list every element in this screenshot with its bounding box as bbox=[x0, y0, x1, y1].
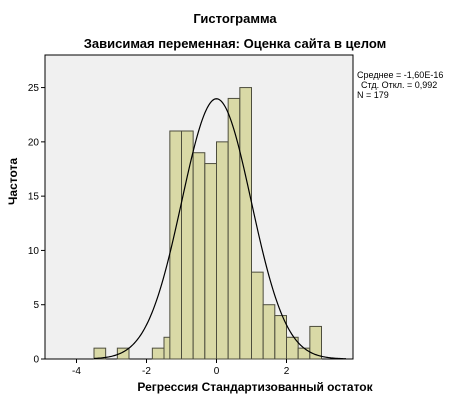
histogram-bar bbox=[262, 304, 276, 360]
x-tick-label: -4 bbox=[72, 366, 81, 377]
axes-group: 0 5 10 15 20 25 -4 -2 0 2 bbox=[28, 83, 290, 377]
x-tick-label: -2 bbox=[142, 366, 151, 377]
histogram-bar bbox=[239, 87, 253, 360]
y-tick-label: 5 bbox=[33, 300, 39, 311]
normal-curve bbox=[93, 98, 347, 360]
stats-box: Среднее = -1,60E-16 Стд. Откл. = 0,992 N… bbox=[357, 70, 443, 100]
histogram-bar bbox=[116, 347, 130, 360]
stats-std: Стд. Откл. = 0,992 bbox=[361, 80, 438, 90]
stats-n: N = 179 bbox=[357, 90, 389, 100]
histogram-bar bbox=[227, 97, 241, 360]
x-tick-label: 2 bbox=[284, 366, 290, 377]
y-tick-label: 0 bbox=[33, 355, 39, 366]
histogram-bar bbox=[204, 163, 218, 360]
y-tick-label: 20 bbox=[28, 137, 40, 148]
histogram-bar bbox=[251, 271, 264, 360]
x-tick-label: 0 bbox=[214, 366, 220, 377]
histogram-bar bbox=[309, 325, 323, 360]
histogram-bar bbox=[297, 347, 311, 360]
y-tick-label: 15 bbox=[28, 192, 40, 203]
stats-mean: Среднее = -1,60E-16 bbox=[357, 70, 444, 80]
y-tick-label: 25 bbox=[28, 83, 40, 94]
histogram-bar bbox=[192, 152, 206, 360]
y-axis-label: Частота bbox=[6, 157, 20, 205]
histogram-bar bbox=[181, 130, 194, 360]
x-axis-label: Регрессия Стандартизованный остаток bbox=[137, 380, 373, 394]
histogram-bar bbox=[151, 347, 165, 360]
y-tick-label: 10 bbox=[28, 246, 40, 257]
chart-subtitle: Зависимая переменная: Оценка сайта в цел… bbox=[83, 36, 387, 51]
chart-title: Гистограмма bbox=[193, 11, 277, 26]
histogram-bar bbox=[93, 347, 107, 360]
histogram-bar bbox=[216, 141, 229, 360]
bars-group bbox=[93, 87, 323, 360]
